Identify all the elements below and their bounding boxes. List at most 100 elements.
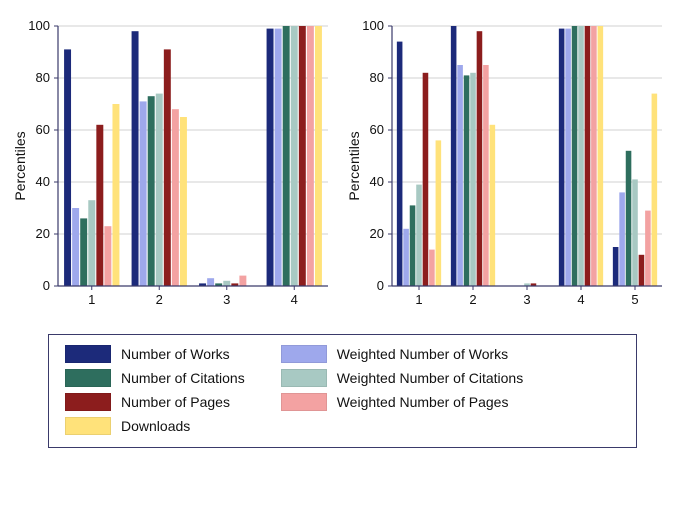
bar-w_pages (429, 250, 435, 286)
x-tick-label: 2 (156, 292, 163, 307)
bar-citations (283, 26, 290, 286)
legend-label: Weighted Number of Citations (337, 370, 524, 386)
legend-column: Number of Works Number of Citations Number… (65, 345, 245, 435)
bar-w_pages (239, 276, 246, 286)
y-tick-label: 40 (369, 174, 383, 189)
legend-item-pages: Number of Pages (65, 393, 245, 411)
legend-swatch (281, 345, 327, 363)
legend-label: Weighted Number of Pages (337, 394, 509, 410)
x-tick-label: 2 (469, 292, 476, 307)
y-tick-label: 60 (36, 122, 50, 137)
bar-w_pages (104, 226, 111, 286)
bar-works (132, 31, 139, 286)
bar-works (396, 42, 402, 286)
bar-works (612, 247, 618, 286)
x-tick-label: 1 (88, 292, 95, 307)
y-tick-label: 0 (43, 278, 50, 293)
legend-item-citations: Number of Citations (65, 369, 245, 387)
y-tick-label: 20 (369, 226, 383, 241)
legend-label: Number of Works (121, 346, 230, 362)
bar-w_works (140, 101, 147, 286)
bar-pages (96, 125, 103, 286)
legend: Number of Works Number of Citations Number… (48, 334, 637, 448)
bar-works (64, 49, 71, 286)
y-tick-label: 40 (36, 174, 50, 189)
bar-pages (164, 49, 171, 286)
legend-swatch (65, 345, 111, 363)
x-tick-label: 4 (577, 292, 584, 307)
legend-column: Weighted Number of Works Weighted Number … (281, 345, 524, 435)
bar-w_works (207, 278, 214, 286)
legend-item-w_works: Weighted Number of Works (281, 345, 524, 363)
bar-w_citations (88, 200, 95, 286)
bar-w_citations (291, 26, 298, 286)
bar-downloads (489, 125, 495, 286)
bar-w_works (457, 65, 463, 286)
bar-works (267, 29, 274, 286)
y-axis-label: Percentiles (346, 131, 362, 200)
bar-citations (409, 205, 415, 286)
x-tick-label: 1 (415, 292, 422, 307)
panel-row: Percentiles 0 20 40 60 80 100 1 2 3 4 Percentiles 0 2… (10, 16, 675, 316)
bar-works (558, 29, 564, 286)
bar-w_works (72, 208, 79, 286)
y-tick-label: 0 (376, 278, 383, 293)
bar-citations (571, 26, 577, 286)
bar-pages (476, 31, 482, 286)
bar-downloads (112, 104, 119, 286)
chart-panel: Percentiles 0 20 40 60 80 100 1 2 3 4 5 (344, 16, 676, 316)
bar-w_pages (172, 109, 179, 286)
bar-downloads (651, 94, 657, 286)
y-tick-label: 100 (28, 18, 50, 33)
y-tick-label: 100 (362, 18, 384, 33)
legend-swatch (65, 417, 111, 435)
x-tick-label: 5 (631, 292, 638, 307)
legend-item-w_citations: Weighted Number of Citations (281, 369, 524, 387)
legend-item-works: Number of Works (65, 345, 245, 363)
bar-citations (625, 151, 631, 286)
bar-works (450, 26, 456, 286)
bar-w_citations (470, 73, 476, 286)
bar-w_pages (591, 26, 597, 286)
bar-citations (148, 96, 155, 286)
bar-w_citations (416, 185, 422, 286)
y-tick-label: 80 (36, 70, 50, 85)
legend-label: Number of Citations (121, 370, 245, 386)
legend-swatch (65, 369, 111, 387)
figure-root: Percentiles 0 20 40 60 80 100 1 2 3 4 Percentiles 0 2… (10, 16, 675, 448)
y-axis-label: Percentiles (12, 131, 28, 200)
bar-w_works (619, 192, 625, 286)
bar-w_pages (307, 26, 314, 286)
bar-w_citations (632, 179, 638, 286)
chart-panel: Percentiles0204060801001234 (10, 16, 342, 316)
y-tick-label: 80 (369, 70, 383, 85)
chart-svg: 0 20 40 60 80 100 1 2 3 4 5 (344, 16, 670, 316)
bar-downloads (597, 26, 603, 286)
bar-w_citations (578, 26, 584, 286)
bar-pages (638, 255, 644, 286)
bar-pages (584, 26, 590, 286)
legend-swatch (281, 369, 327, 387)
legend-item-w_pages: Weighted Number of Pages (281, 393, 524, 411)
x-tick-label: 4 (291, 292, 298, 307)
bar-w_pages (483, 65, 489, 286)
bar-citations (463, 75, 469, 286)
y-tick-label: 60 (369, 122, 383, 137)
bar-citations (80, 218, 87, 286)
legend-label: Weighted Number of Works (337, 346, 508, 362)
bar-w_works (565, 29, 571, 286)
bar-downloads (315, 26, 322, 286)
legend-swatch (281, 393, 327, 411)
y-tick-label: 20 (36, 226, 50, 241)
legend-label: Downloads (121, 418, 190, 434)
bar-w_pages (645, 211, 651, 286)
bar-w_works (275, 29, 282, 286)
legend-item-downloads: Downloads (65, 417, 245, 435)
bar-w_citations (156, 94, 163, 286)
bar-w_works (403, 229, 409, 286)
x-tick-label: 3 (523, 292, 530, 307)
bar-downloads (180, 117, 187, 286)
bar-pages (422, 73, 428, 286)
legend-label: Number of Pages (121, 394, 230, 410)
chart-svg: 0204060801001234 (10, 16, 336, 316)
